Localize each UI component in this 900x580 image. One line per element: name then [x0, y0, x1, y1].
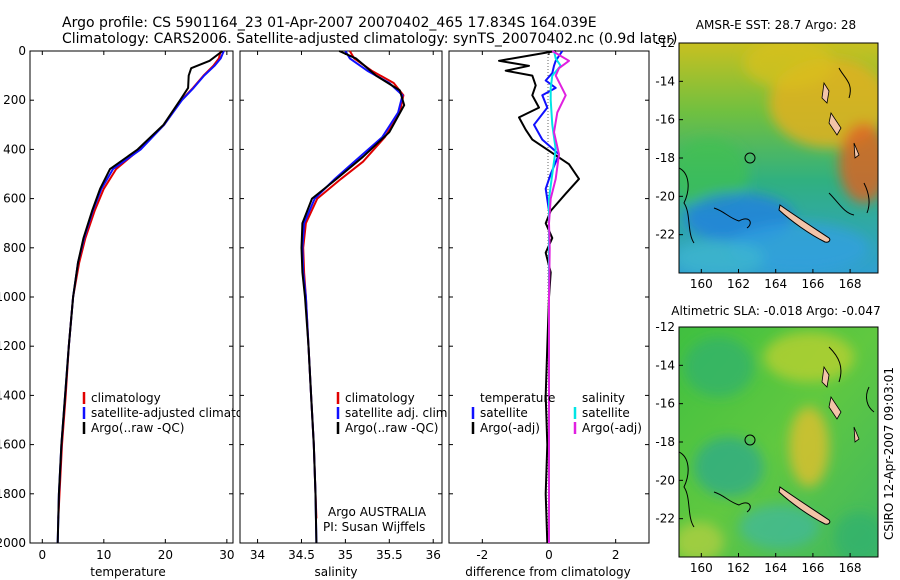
sla-map-image: [679, 327, 878, 557]
salinity-axes-box: [239, 50, 443, 544]
x-tick-label: 0: [545, 548, 553, 562]
map-x-tick-label: 162: [727, 277, 750, 291]
map-x-tick-label: 168: [839, 277, 862, 291]
y-tick-label: 600: [3, 192, 26, 206]
map-x-tick-label: 162: [727, 561, 750, 575]
temperature-xlabel: temperature: [90, 565, 165, 579]
temperature-panel: 0 10 20 30 0 200 400 600 800 1000 1200 1400 1600 1800…: [0, 44, 269, 579]
legend-label-climatology: climatology: [345, 391, 415, 405]
y-tick-label: 800: [3, 241, 26, 255]
salinity-legend: climatology satellite adj. clim. Argo(..…: [323, 391, 451, 534]
map-y-tick-label: -22: [655, 512, 675, 526]
map-x-tick-label: 168: [839, 561, 862, 575]
series-line-temperature-satellite: [533, 50, 564, 543]
legend-label-salinity-argo: Argo(-adj): [582, 421, 642, 435]
map-y-tick-label: -16: [655, 113, 675, 127]
map-y-tick-label: -16: [655, 397, 675, 411]
sst-map-ticks: 160 162 164 166 168 -12 -14 -16 -18 -20 -22: [655, 36, 861, 291]
series-line-salinity-argo-adj-: [548, 50, 570, 543]
map-x-tick-label: 166: [801, 561, 824, 575]
sst-map-title: AMSR-E SST: 28.7 Argo: 28: [696, 18, 856, 32]
map-y-tick-label: -12: [655, 320, 675, 334]
figure-title-line1: Argo profile: CS 5901164_23 01-Apr-2007 …: [62, 15, 597, 31]
temperature-legend: climatology satellite-adjusted climatolo…: [82, 391, 269, 435]
map-x-tick-label: 164: [764, 561, 787, 575]
legend-label-temperature-argo: Argo(-adj): [480, 421, 540, 435]
sla-map-panel: Altimetric SLA: -0.018 Argo: -0.047: [655, 304, 880, 575]
x-tick-label: -2: [476, 548, 488, 562]
temperature-axes-box: [29, 50, 234, 544]
salinity-ticks: 34 34.5 35 35.5 36: [240, 50, 442, 562]
map-y-tick-label: -20: [655, 473, 675, 487]
principal-investigator-label: PI: Susan Wijffels: [323, 520, 425, 534]
sst-map-image: [679, 43, 878, 273]
map-y-tick-label: -18: [655, 435, 675, 449]
figure-title-line2: Climatology: CARS2006. Satellite-adjuste…: [62, 31, 678, 47]
map-y-tick-label: -20: [655, 189, 675, 203]
legend-label-argo: Argo(..raw -QC): [345, 421, 438, 435]
y-tick-label: 1400: [0, 388, 26, 402]
x-tick-label: 34.5: [288, 548, 315, 562]
difference-lines: [498, 50, 580, 544]
map-x-tick-label: 160: [690, 277, 713, 291]
x-tick-label: 36: [426, 548, 441, 562]
x-tick-label: 2: [612, 548, 620, 562]
sla-map-ticks: 160 162 164 166 168 -12 -14 -16 -18 -20 -22: [655, 320, 861, 575]
salinity-lines: [300, 50, 406, 544]
sst-map-panel: AMSR-E SST: 28.7 Argo: 28 1: [655, 18, 879, 291]
difference-legend: temperature satellite Argo(-adj) salinit…: [471, 391, 642, 435]
float-program-label: Argo AUSTRALIA: [328, 505, 427, 519]
y-tick-label: 400: [3, 142, 26, 156]
difference-ticks: -2 0 2: [449, 50, 649, 562]
x-tick-label: 35: [338, 548, 353, 562]
map-y-tick-label: -22: [655, 228, 675, 242]
x-tick-label: 30: [219, 548, 234, 562]
series-line-argo-raw-qc-: [300, 50, 406, 544]
y-tick-label: 1200: [0, 339, 26, 353]
series-line-temperature-argo-adj-: [498, 50, 580, 544]
map-x-tick-label: 164: [764, 277, 787, 291]
difference-xlabel: difference from climatology: [465, 565, 631, 579]
x-tick-label: 10: [96, 548, 111, 562]
temperature-ticks: 0 10 20 30 0 200 400 600 800 1000 1200 1400 1600 1800…: [0, 44, 234, 562]
x-tick-label: 20: [158, 548, 173, 562]
legend-heading-salinity: salinity: [582, 391, 625, 405]
legend-label-satellite: satellite adj. clim.: [345, 406, 451, 420]
y-tick-label: 2000: [0, 536, 26, 550]
map-x-tick-label: 160: [690, 561, 713, 575]
map-y-tick-label: -14: [655, 358, 675, 372]
map-x-tick-label: 166: [801, 277, 824, 291]
salinity-panel: 34 34.5 35 35.5 36 salinity climatology sate…: [239, 50, 451, 579]
legend-label-temperature-satellite: satellite: [480, 406, 528, 420]
y-tick-label: 200: [3, 93, 26, 107]
legend-heading-temperature: temperature: [480, 391, 555, 405]
legend-label-argo: Argo(..raw -QC): [91, 421, 184, 435]
map-y-tick-label: -18: [655, 151, 675, 165]
legend-label-salinity-satellite: satellite: [582, 406, 630, 420]
y-tick-label: 0: [18, 44, 26, 58]
y-tick-label: 1800: [0, 487, 26, 501]
float-position-marker: [744, 434, 756, 446]
x-tick-label: 35.5: [376, 548, 403, 562]
sla-map-title: Altimetric SLA: -0.018 Argo: -0.047: [671, 304, 880, 318]
x-tick-label: 34: [250, 548, 265, 562]
legend-label-climatology: climatology: [91, 391, 161, 405]
salinity-xlabel: salinity: [314, 565, 357, 579]
y-tick-label: 1000: [0, 290, 26, 304]
legend-label-satellite: satellite-adjusted climatology: [91, 406, 269, 420]
map-y-tick-label: -12: [655, 36, 675, 50]
x-tick-label: 0: [38, 548, 46, 562]
difference-panel: -2 0 2 difference from climatology tempera…: [448, 50, 650, 579]
map-y-tick-label: -14: [655, 74, 675, 88]
y-tick-label: 1600: [0, 438, 26, 452]
series-line-argo-raw-qc-: [56, 50, 224, 544]
float-position-marker: [744, 152, 756, 164]
temperature-lines: [56, 50, 225, 544]
